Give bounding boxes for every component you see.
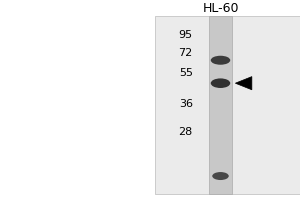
Ellipse shape bbox=[212, 172, 229, 180]
Text: 55: 55 bbox=[179, 68, 193, 78]
Text: 95: 95 bbox=[178, 30, 193, 40]
Text: HL-60: HL-60 bbox=[202, 2, 239, 15]
Ellipse shape bbox=[211, 78, 230, 88]
Polygon shape bbox=[236, 77, 252, 90]
Text: 72: 72 bbox=[178, 48, 193, 58]
FancyBboxPatch shape bbox=[209, 16, 232, 194]
FancyBboxPatch shape bbox=[155, 16, 300, 194]
Text: 36: 36 bbox=[179, 99, 193, 109]
Text: 28: 28 bbox=[178, 127, 193, 137]
Ellipse shape bbox=[211, 56, 230, 65]
